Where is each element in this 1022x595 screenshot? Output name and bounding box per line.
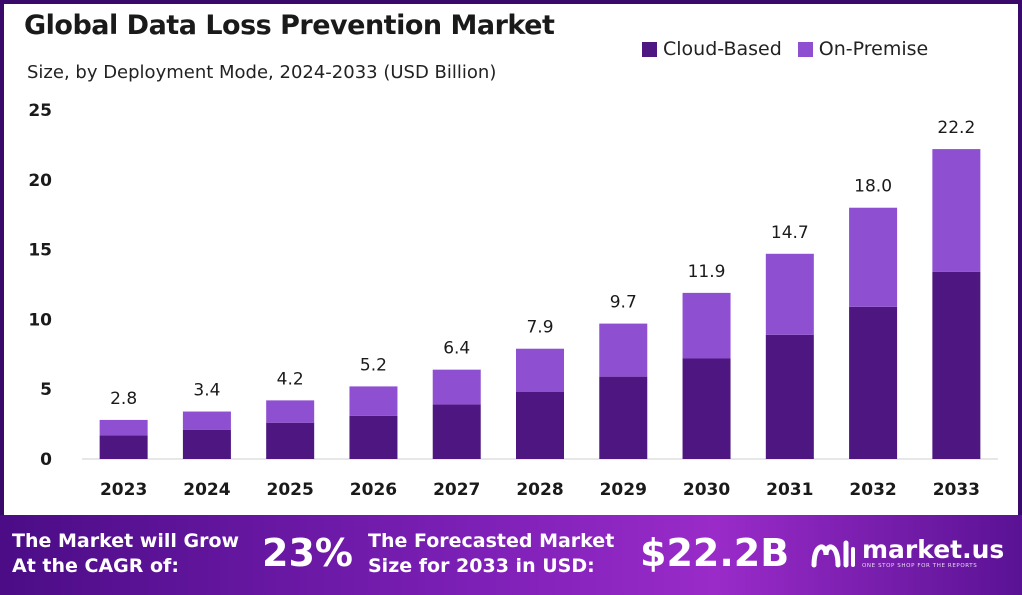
bar-chart: 05101520252.820233.420244.220255.220266.… — [28, 101, 998, 500]
bar-total-label: 5.2 — [360, 355, 387, 375]
summary-banner: The Market will Grow At the CAGR of: 23%… — [0, 515, 1022, 595]
bar-total-label: 3.4 — [193, 381, 220, 401]
x-tick-label: 2031 — [766, 480, 813, 500]
bar-on-premise — [432, 369, 481, 405]
bar-on-premise — [349, 386, 398, 416]
legend-swatch-on-premise — [797, 41, 813, 57]
logo-tagline: ONE STOP SHOP FOR THE REPORTS — [862, 563, 978, 569]
cagr-value: 23% — [262, 531, 353, 575]
x-tick-label: 2025 — [267, 480, 314, 500]
x-tick-label: 2032 — [849, 480, 896, 500]
bar-cloud-based — [182, 429, 231, 459]
bar-total-label: 2.8 — [110, 389, 137, 409]
x-tick-label: 2027 — [433, 480, 480, 500]
y-tick-label: 25 — [28, 101, 52, 121]
forecast-caption-line1: The Forecasted Market — [368, 530, 615, 552]
x-tick-label: 2026 — [350, 480, 397, 500]
bar-on-premise — [516, 348, 564, 392]
bar-cloud-based — [682, 358, 731, 459]
bar-cloud-based — [266, 422, 315, 459]
bar-on-premise — [99, 419, 148, 436]
logo-name: market.us — [862, 535, 1005, 564]
bar-cloud-based — [765, 334, 814, 459]
market-us-logo: market.us ONE STOP SHOP FOR THE REPORTS — [810, 535, 1004, 571]
forecast-value: $22.2B — [640, 531, 790, 575]
forecast-caption-line2: Size for 2033 in USD: — [368, 555, 595, 577]
bar-on-premise — [765, 253, 814, 335]
market-us-logo-icon — [811, 540, 855, 568]
cagr-caption-line2: At the CAGR of: — [12, 555, 179, 577]
bar-total-label: 4.2 — [277, 369, 304, 389]
chart-title: Global Data Loss Prevention Market — [24, 10, 555, 41]
y-tick-label: 10 — [28, 310, 52, 330]
bar-on-premise — [682, 292, 731, 359]
y-tick-label: 15 — [28, 241, 52, 261]
bar-total-label: 7.9 — [526, 318, 553, 338]
x-tick-label: 2023 — [100, 480, 147, 500]
bar-total-label: 18.0 — [854, 177, 892, 197]
x-tick-label: 2029 — [600, 480, 647, 500]
bar-on-premise — [266, 400, 315, 423]
bar-cloud-based — [432, 404, 481, 459]
cagr-caption: The Market will Grow At the CAGR of: — [12, 529, 239, 579]
x-tick-label: 2024 — [183, 480, 230, 500]
bar-cloud-based — [849, 306, 898, 459]
bar-cloud-based — [516, 391, 564, 459]
forecast-caption: The Forecasted Market Size for 2033 in U… — [368, 529, 614, 579]
x-tick-label: 2033 — [933, 480, 980, 500]
y-tick-label: 5 — [40, 380, 52, 400]
chart-subtitle: Size, by Deployment Mode, 2024-2033 (USD… — [27, 62, 497, 83]
bar-total-label: 6.4 — [443, 339, 470, 359]
bar-cloud-based — [349, 415, 398, 459]
bar-cloud-based — [99, 435, 148, 459]
bar-cloud-based — [932, 271, 981, 459]
legend: Cloud-Based On-Premise — [642, 38, 928, 60]
legend-item-cloud-based: Cloud-Based — [642, 38, 782, 60]
bar-on-premise — [599, 323, 648, 377]
bar-on-premise — [182, 411, 231, 430]
bar-total-label: 9.7 — [610, 293, 637, 313]
bar-on-premise — [932, 149, 981, 272]
x-tick-label: 2028 — [516, 480, 563, 500]
bar-total-label: 14.7 — [771, 223, 809, 243]
y-tick-label: 0 — [40, 450, 52, 470]
x-tick-label: 2030 — [683, 480, 730, 500]
bar-on-premise — [849, 207, 898, 307]
bar-total-label: 11.9 — [688, 262, 726, 282]
market-us-logo-text: market.us ONE STOP SHOP FOR THE REPORTS — [862, 535, 1005, 570]
legend-item-on-premise: On-Premise — [797, 38, 929, 60]
legend-swatch-cloud-based — [642, 41, 657, 57]
cagr-caption-line1: The Market will Grow — [12, 530, 240, 552]
legend-label-cloud-based: Cloud-Based — [663, 38, 782, 60]
bar-cloud-based — [599, 376, 648, 459]
y-tick-label: 20 — [28, 171, 52, 191]
legend-label-on-premise: On-Premise — [818, 38, 929, 60]
bar-total-label: 22.2 — [937, 118, 975, 138]
